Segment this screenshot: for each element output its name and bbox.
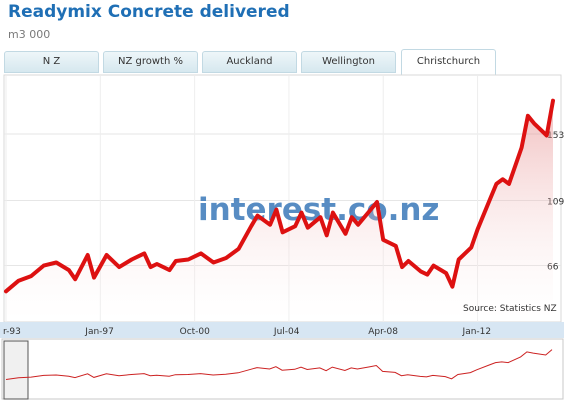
source-note: Source: Statistics NZ bbox=[463, 304, 557, 314]
y-tick-label: 109 bbox=[547, 198, 564, 208]
x-tick-label: Oct-00 bbox=[180, 327, 211, 337]
x-tick-label: r-93 bbox=[3, 327, 21, 337]
x-tick-label: Jan-97 bbox=[84, 327, 114, 337]
navigator[interactable] bbox=[1, 338, 564, 400]
navigator-handle[interactable] bbox=[3, 340, 29, 400]
chart-subtitle: m3 000 bbox=[8, 28, 51, 41]
navigator-line bbox=[5, 349, 553, 380]
x-tick-label: Jul-04 bbox=[273, 327, 300, 337]
series-line bbox=[4, 98, 555, 294]
x-axis-band bbox=[0, 322, 564, 338]
y-tick-label: 153 bbox=[547, 131, 564, 141]
x-tick-label: Apr-08 bbox=[368, 327, 398, 337]
x-axis: r-93 Jan-97 Oct-00 Jul-04 Apr-08 Jan-12 bbox=[3, 327, 491, 337]
x-tick-label: Jan-12 bbox=[462, 327, 492, 337]
tab-n-z[interactable]: N Z bbox=[4, 51, 99, 73]
chart-title: Readymix Concrete delivered bbox=[8, 2, 290, 22]
tab-nz-growth[interactable]: NZ growth % bbox=[103, 51, 198, 73]
tab-christchurch[interactable]: Christchurch bbox=[401, 49, 496, 75]
tab-auckland[interactable]: Auckland bbox=[202, 51, 297, 73]
region-tabs: N Z NZ growth % Auckland Wellington Christch… bbox=[4, 49, 564, 75]
series-area bbox=[6, 100, 553, 320]
tab-wellington[interactable]: Wellington bbox=[301, 51, 396, 73]
